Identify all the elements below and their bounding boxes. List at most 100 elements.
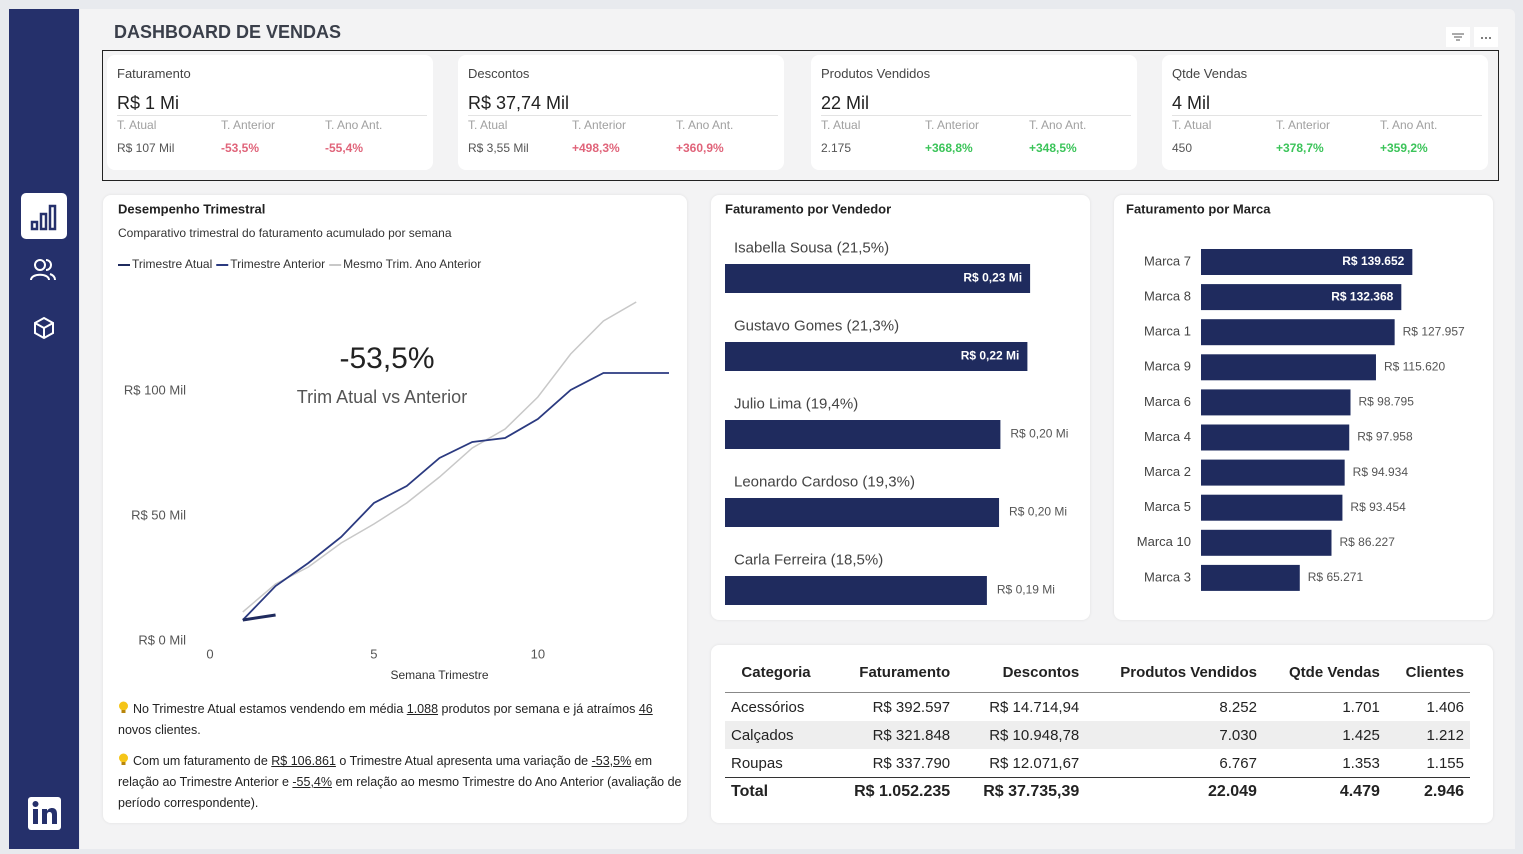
- line-card: [103, 195, 687, 823]
- table-row: Acessórios R$ 392.597 R$ 14.714,94 8.252 1.7…: [725, 693, 1470, 722]
- total-cell: R$ 37.735,39: [983, 783, 1080, 800]
- note-value: 46: [638, 702, 653, 716]
- value-label: R$ 97.958: [1357, 430, 1413, 444]
- value-label: R$ 139.652: [1342, 254, 1404, 268]
- y-tick-label: R$ 0 Mil: [138, 632, 186, 647]
- category-label: Marca 2: [1144, 464, 1191, 479]
- legend-label: Mesmo Trim. Ano Anterior: [343, 257, 481, 271]
- value-label: R$ 132.368: [1331, 289, 1393, 303]
- linkedin-logo[interactable]: [28, 797, 61, 830]
- chart-title: Faturamento por Vendedor: [725, 201, 891, 216]
- category-label: Marca 1: [1144, 324, 1191, 339]
- bar: [1201, 494, 1343, 521]
- legend-label: Trimestre Anterior: [230, 257, 325, 271]
- kpi-title: Descontos: [468, 66, 530, 81]
- value-label: R$ 98.795: [1359, 395, 1415, 409]
- kpi-divider: [468, 115, 778, 116]
- category-label: Julio Lima (19,4%): [734, 395, 858, 412]
- column-header: Faturamento: [827, 652, 957, 693]
- table-cell: 1.212: [1426, 726, 1464, 744]
- total-row: Total R$ 1.052.235 R$ 37.735,39 22.049 4.479…: [725, 777, 1470, 807]
- kpi-label: T. Anterior: [1276, 118, 1331, 132]
- x-tick-label: 10: [531, 646, 545, 661]
- kpi-number: -53,5%: [221, 141, 260, 155]
- value-label: R$ 0,19 Mi: [997, 583, 1055, 597]
- kpi-title: Faturamento: [117, 66, 191, 81]
- data-table: Categoria Faturamento Descontos Produtos Ve…: [725, 652, 1470, 806]
- category-label: Marca 6: [1144, 394, 1191, 409]
- note-value: -53,5%: [591, 754, 632, 768]
- table-cell: 7.030: [1219, 726, 1257, 744]
- y-tick-label: R$ 50 Mil: [131, 507, 186, 522]
- value-label: R$ 0,23 Mi: [963, 271, 1022, 285]
- total-cell: 2.946: [1423, 783, 1464, 800]
- table-cell: Calçados: [731, 726, 794, 744]
- kpi-title: Qtde Vendas: [1172, 66, 1248, 81]
- kpi-label: T. Ano Ant.: [325, 118, 383, 132]
- insight-note: No Trimestre Atual estamos vendendo em m…: [118, 699, 683, 741]
- kpi-label: T. Atual: [821, 118, 861, 132]
- column-header: Produtos Vendidos: [1085, 652, 1263, 693]
- kpi-number: 2.175: [821, 141, 852, 155]
- note-text: novos clientes.: [118, 723, 201, 737]
- kpi-title: Produtos Vendidos: [821, 66, 931, 81]
- bar: [1201, 389, 1351, 416]
- note-text: em relação ao mesmo Trimestre do Ano Ant…: [118, 775, 682, 810]
- chart-subtitle: Comparativo trimestral do faturamento ac…: [118, 226, 452, 240]
- category-label: Isabella Sousa (21,5%): [734, 239, 889, 256]
- bar: [725, 576, 987, 605]
- category-label: Marca 3: [1144, 569, 1191, 584]
- chart-title: Desempenho Trimestral: [118, 201, 265, 216]
- series-line: [242, 613, 276, 622]
- value-label: R$ 86.227: [1339, 535, 1395, 549]
- kpi-value: 4 Mil: [1172, 93, 1211, 113]
- category-label: Marca 10: [1137, 534, 1191, 549]
- value-label: R$ 65.271: [1308, 570, 1364, 584]
- kpi-label: T. Atual: [1172, 118, 1212, 132]
- bar: [1201, 459, 1345, 486]
- category-label: Marca 4: [1144, 429, 1191, 444]
- nav-box[interactable]: [34, 316, 54, 340]
- category-label: Marca 7: [1144, 253, 1191, 268]
- category-label: Gustavo Gomes (21,3%): [734, 317, 899, 334]
- table-cell: R$ 337.790: [872, 754, 951, 772]
- kpi-value: R$ 37,74 Mil: [468, 93, 570, 113]
- kpi-card: Produtos Vendidos 22 Mil T. Atual 2.175 T. A…: [811, 55, 1137, 170]
- kpi-value: 22 Mil: [821, 93, 870, 113]
- bar: [725, 342, 1028, 371]
- table-cell: 1.155: [1426, 754, 1464, 772]
- notes: No Trimestre Atual estamos vendendo em m…: [118, 699, 683, 824]
- nav-people[interactable]: [30, 259, 56, 281]
- kpi-label: T. Atual: [117, 118, 157, 132]
- kpi-number: R$ 107 Mil: [117, 141, 175, 155]
- value-label: R$ 0,20 Mi: [1010, 427, 1068, 441]
- category-label: Carla Ferreira (18,5%): [734, 551, 883, 568]
- bulb-icon: [119, 753, 128, 765]
- bar: [725, 420, 1001, 449]
- x-tick-label: 5: [370, 646, 377, 661]
- value-label: R$ 115.620: [1384, 359, 1445, 373]
- bar: [1201, 424, 1350, 451]
- bar: [1201, 284, 1402, 311]
- table-row: Calçados R$ 321.848 R$ 10.948,78 7.030 1.425…: [725, 721, 1470, 749]
- bar: [725, 264, 1031, 293]
- note-text: No Trimestre Atual estamos vendendo em m…: [133, 702, 407, 716]
- table-cell: 1.701: [1342, 698, 1380, 716]
- kpi-number: R$ 3,55 Mil: [468, 141, 529, 155]
- kpi-number: +360,9%: [676, 141, 724, 155]
- table-row: Roupas R$ 337.790 R$ 12.071,67 6.767 1.353 1.…: [725, 749, 1470, 778]
- table-cell: 1.425: [1342, 726, 1380, 744]
- table-cell: R$ 12.071,67: [989, 754, 1080, 772]
- bar: [1201, 249, 1413, 275]
- kpi-strip: Faturamento R$ 1 Mi T. Atual R$ 107 Mil T. A…: [102, 50, 1499, 181]
- x-tick-label: 0: [206, 646, 213, 661]
- kpi-card: Descontos R$ 37,74 Mil T. Atual R$ 3,55 Mil…: [458, 55, 784, 170]
- kpi-label: T. Ano Ant.: [1380, 118, 1438, 132]
- y-tick-label: R$ 100 Mil: [124, 382, 186, 397]
- bulb-icon: [119, 701, 128, 713]
- category-label: Marca 5: [1144, 499, 1191, 514]
- column-header: Descontos: [956, 652, 1086, 693]
- series-line: [242, 372, 669, 621]
